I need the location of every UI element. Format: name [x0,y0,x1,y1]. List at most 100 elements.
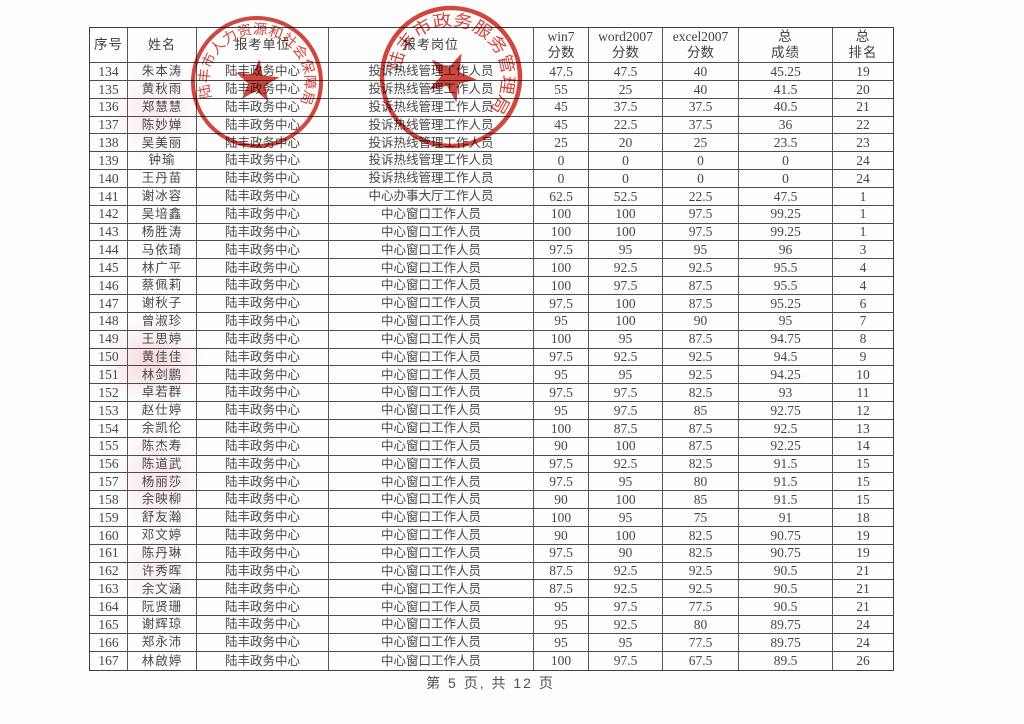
table-cell: 杨胜涛 [128,223,197,242]
table-cell: 45 [534,98,589,117]
table-cell: 97.5 [589,402,663,420]
table-cell: 47.5 [739,187,833,206]
table-cell: 9 [833,349,893,367]
table-cell: 100 [589,294,663,313]
table-cell: 投诉热线管理工作人员 [329,98,534,117]
table-cell: 37.5 [663,98,739,117]
table-cell: 92.5 [589,455,663,474]
table-cell: 投诉热线管理工作人员 [329,134,534,153]
table-row: 139 钟瑜 陆丰政务中心 投诉热线管理工作人员 0 0 0 0 24 [90,152,893,171]
table-cell: 150 [90,348,128,367]
table-cell: 142 [90,205,128,224]
table-cell: 19 [833,545,893,563]
table-cell: 陆丰政务中心 [197,348,329,367]
table-cell: 95.5 [739,277,833,295]
table-cell: 1 [833,188,893,206]
table-cell: 97.5 [534,544,589,563]
table-cell: 97.5 [534,348,589,367]
table-cell: 中心窗口工作人员 [329,259,534,278]
table-cell: 陆丰政务中心 [197,580,329,599]
table-cell: 137 [90,116,128,135]
table-cell: 25 [589,80,663,99]
table-cell: 92.5 [589,259,663,278]
table-cell: 22.5 [663,187,739,206]
table-row: 140 王丹苗 陆丰政务中心 投诉热线管理工作人员 0 0 0 0 24 [90,170,893,188]
table-cell: 21 [833,563,893,581]
table-cell: 87.5 [663,419,739,438]
table-cell: 陆丰政务中心 [197,509,329,527]
table-cell: 21 [833,99,893,117]
table-cell: 92.5 [589,616,663,634]
table-row: 157 杨丽莎 陆丰政务中心 中心窗口工作人员 97.5 95 80 91.5 15 [90,473,893,492]
table-cell: 24 [833,170,893,188]
table-cell: 97.5 [589,598,663,617]
table-cell: 中心窗口工作人员 [329,366,534,385]
table-cell: 159 [90,509,128,527]
table-cell: 15 [833,491,893,510]
table-cell: 0 [663,152,739,171]
table-cell: 曾淑珍 [128,312,197,331]
table-cell: 165 [90,616,128,634]
table-row: 143 杨胜涛 陆丰政务中心 中心窗口工作人员 100 100 97.5 99.25 1 [90,223,893,242]
table-cell: 1 [833,224,893,242]
table-cell: 156 [90,455,128,474]
table-cell: 25 [663,134,739,153]
table-cell: 8 [833,331,893,349]
table-cell: 100 [534,509,589,527]
table-cell: 41.5 [739,80,833,99]
table-cell: 47.5 [589,63,663,81]
table-cell: 139 [90,152,128,171]
table-cell: 余凯伦 [128,419,197,438]
table-cell: 中心窗口工作人员 [329,223,534,242]
table-cell: 136 [90,98,128,117]
table-cell: 陆丰政务中心 [197,616,329,634]
table-cell: 中心窗口工作人员 [329,562,534,581]
table-cell: 87.5 [534,562,589,581]
table-cell: 中心窗口工作人员 [329,348,534,367]
table-cell: 90 [589,544,663,563]
table-cell: 杨丽莎 [128,473,197,492]
table-row: 163 余文涵 陆丰政务中心 中心窗口工作人员 87.5 92.5 92.5 90.5 21 [90,580,893,599]
table-cell: 97.5 [589,384,663,403]
table-cell: 95 [534,366,589,385]
table-cell: 陈丹琳 [128,544,197,563]
table-cell: 中心窗口工作人员 [329,580,534,599]
table-cell: 77.5 [663,634,739,652]
table-row: 166 郑永沛 陆丰政务中心 中心窗口工作人员 95 95 77.5 89.75 24 [90,634,893,652]
table-cell: 92.5 [663,562,739,581]
table-cell: 13 [833,420,893,438]
table-cell: 95 [589,509,663,527]
table-cell: 中心窗口工作人员 [329,544,534,563]
table-cell: 陆丰政务中心 [197,455,329,474]
table-cell: 52.5 [589,187,663,206]
table-cell: 陆丰政务中心 [197,116,329,135]
table-row: 138 吴美丽 陆丰政务中心 投诉热线管理工作人员 25 20 25 23.5 23 [90,134,893,153]
table-cell: 100 [589,526,663,545]
table-cell: 邓文婷 [128,526,197,545]
table-row: 164 阮贤珊 陆丰政务中心 中心窗口工作人员 95 97.5 77.5 90.5 21 [90,598,893,617]
table-cell: 91.5 [739,491,833,510]
table-cell: 20 [833,81,893,99]
table-row: 136 郑慧慧 陆丰政务中心 投诉热线管理工作人员 45 37.5 37.5 40.5 21 [90,98,893,117]
table-cell: 90.5 [739,580,833,599]
table-cell: 92.5 [589,348,663,367]
table-cell: 14 [833,438,893,456]
table-cell: 陈妙婵 [128,116,197,135]
table-cell: 中心窗口工作人员 [329,437,534,456]
table-cell: 140 [90,170,128,188]
table-cell: 92.5 [663,259,739,278]
table-row: 134 朱本涛 陆丰政务中心 投诉热线管理工作人员 47.5 47.5 40 45.25 19 [90,63,893,81]
table-cell: 黄秋雨 [128,80,197,99]
table-cell: 24 [833,634,893,652]
table-cell: 中心窗口工作人员 [329,651,534,670]
table-cell: 23 [833,134,893,153]
table-cell: 100 [589,312,663,331]
table-cell: 148 [90,312,128,331]
table-cell: 20 [589,134,663,153]
table-row: 141 谢冰容 陆丰政务中心 中心办事大厅工作人员 62.5 52.5 22.5 47.5 1 [90,187,893,206]
table-cell: 100 [589,223,663,242]
table-cell: 19 [833,527,893,545]
table-cell: 11 [833,384,893,403]
table-cell: 吴美丽 [128,134,197,153]
table-cell: 95 [534,616,589,634]
